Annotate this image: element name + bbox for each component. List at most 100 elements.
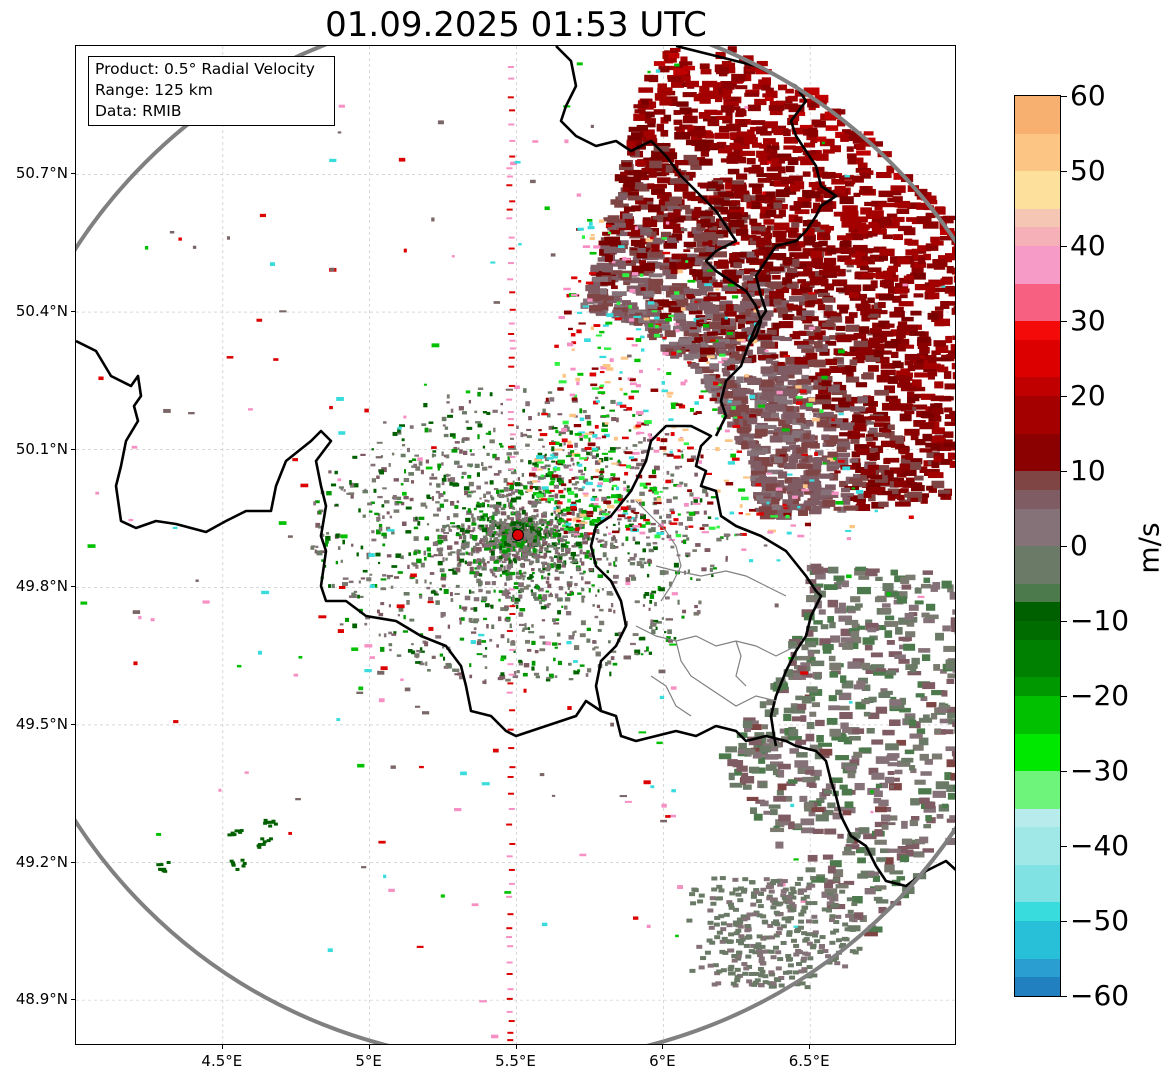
velocity-echo bbox=[597, 540, 602, 543]
velocity-echo bbox=[584, 581, 591, 585]
velocity-echo bbox=[446, 524, 450, 527]
velocity-echo bbox=[882, 234, 893, 240]
velocity-echo bbox=[799, 261, 814, 267]
velocity-echo bbox=[481, 567, 487, 571]
velocity-echo bbox=[603, 217, 616, 222]
velocity-echo bbox=[946, 678, 955, 684]
velocity-echo bbox=[403, 614, 406, 620]
velocity-echo bbox=[890, 351, 899, 359]
velocity-echo bbox=[863, 833, 877, 840]
velocity-echo bbox=[878, 692, 891, 698]
velocity-echo bbox=[531, 514, 537, 520]
velocity-echo bbox=[946, 818, 955, 823]
velocity-echo bbox=[923, 824, 932, 829]
velocity-echo bbox=[828, 695, 837, 702]
velocity-echo bbox=[773, 395, 788, 403]
velocity-echo bbox=[885, 615, 895, 621]
velocity-echo bbox=[561, 513, 567, 517]
velocity-echo bbox=[428, 596, 434, 601]
velocity-echo bbox=[923, 577, 931, 583]
velocity-echo bbox=[504, 526, 507, 531]
velocity-echo bbox=[698, 139, 714, 145]
velocity-echo bbox=[783, 187, 797, 195]
velocity-echo bbox=[901, 316, 914, 322]
velocity-echo bbox=[831, 178, 845, 185]
velocity-echo bbox=[775, 448, 787, 457]
velocity-echo bbox=[849, 913, 856, 922]
velocity-echo bbox=[827, 451, 838, 460]
velocity-echo bbox=[743, 167, 759, 173]
velocity-echo bbox=[734, 435, 744, 441]
velocity-echo bbox=[745, 64, 759, 72]
radar-map[interactable] bbox=[75, 45, 956, 1045]
velocity-echo bbox=[360, 595, 364, 598]
velocity-echo bbox=[621, 162, 632, 167]
velocity-echo bbox=[839, 422, 855, 431]
velocity-echo bbox=[470, 631, 477, 634]
velocity-echo bbox=[521, 517, 526, 522]
velocity-echo bbox=[547, 491, 552, 494]
velocity-echo bbox=[765, 299, 775, 307]
velocity-echo bbox=[900, 469, 917, 476]
velocity-echo bbox=[500, 564, 504, 568]
velocity-echo bbox=[669, 218, 685, 223]
velocity-echo bbox=[383, 633, 387, 638]
velocity-echo bbox=[486, 528, 490, 531]
velocity-echo bbox=[524, 623, 527, 628]
velocity-echo bbox=[725, 746, 738, 753]
velocity-echo bbox=[599, 620, 605, 626]
velocity-echo bbox=[792, 635, 803, 640]
velocity-echo bbox=[892, 196, 903, 203]
velocity-echo bbox=[841, 580, 849, 588]
velocity-echo bbox=[512, 594, 515, 598]
velocity-echo bbox=[835, 884, 849, 889]
velocity-echo bbox=[765, 764, 777, 771]
velocity-echo bbox=[415, 466, 421, 471]
velocity-echo bbox=[762, 121, 779, 129]
velocity-echo bbox=[906, 396, 916, 404]
velocity-echo bbox=[931, 460, 940, 469]
velocity-echo bbox=[674, 126, 682, 131]
velocity-echo bbox=[465, 551, 469, 555]
velocity-echo bbox=[822, 235, 831, 241]
velocity-echo bbox=[478, 588, 483, 593]
velocity-echo bbox=[371, 448, 374, 451]
velocity-echo bbox=[436, 507, 442, 512]
velocity-echo bbox=[954, 242, 955, 248]
velocity-echo bbox=[542, 489, 545, 492]
velocity-echo bbox=[802, 385, 813, 391]
velocity-echo bbox=[477, 434, 480, 440]
velocity-echo bbox=[424, 641, 429, 647]
velocity-echo bbox=[818, 411, 834, 417]
velocity-echo bbox=[452, 436, 456, 439]
velocity-echo bbox=[424, 579, 427, 584]
velocity-echo bbox=[627, 519, 632, 522]
velocity-echo bbox=[846, 838, 855, 844]
velocity-echo bbox=[773, 298, 782, 305]
velocity-echo bbox=[685, 171, 696, 178]
velocity-echo bbox=[924, 801, 936, 809]
velocity-echo bbox=[661, 262, 673, 268]
velocity-echo bbox=[542, 445, 545, 448]
velocity-echo bbox=[465, 420, 469, 424]
velocity-echo bbox=[665, 348, 674, 356]
velocity-echo bbox=[790, 454, 805, 459]
velocity-echo bbox=[443, 589, 449, 594]
velocity-echo bbox=[513, 548, 517, 552]
velocity-echo bbox=[759, 480, 772, 487]
velocity-echo bbox=[470, 490, 477, 493]
velocity-echo bbox=[766, 424, 777, 430]
velocity-echo bbox=[791, 716, 802, 722]
velocity-echo bbox=[409, 497, 414, 502]
velocity-echo bbox=[887, 376, 899, 384]
velocity-echo bbox=[515, 551, 520, 556]
velocity-echo bbox=[869, 141, 884, 147]
velocity-echo bbox=[568, 635, 575, 640]
velocity-echo bbox=[514, 601, 519, 605]
velocity-echo bbox=[786, 405, 794, 414]
velocity-echo bbox=[897, 494, 905, 501]
velocity-echo bbox=[389, 515, 393, 519]
velocity-echo bbox=[847, 771, 856, 779]
velocity-echo bbox=[450, 598, 454, 602]
velocity-echo bbox=[735, 229, 749, 236]
